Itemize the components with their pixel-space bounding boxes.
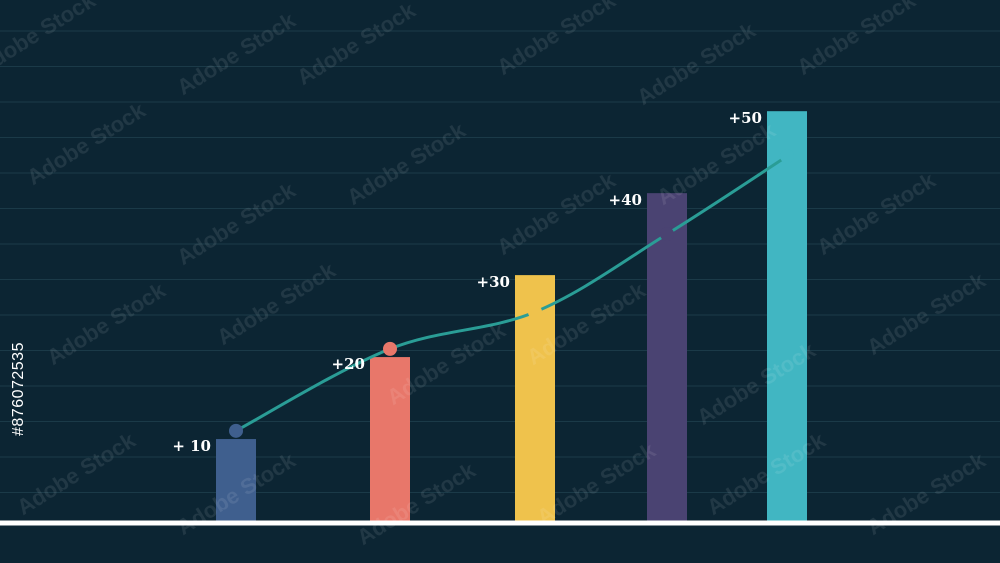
trend-point-4 <box>660 227 674 242</box>
data-label-1: + 10 <box>172 437 211 455</box>
gridlines <box>0 30 1000 493</box>
watermark-text: Adobe Stock <box>652 117 780 210</box>
watermark-text: Adobe Stock <box>22 97 150 190</box>
trend-line <box>229 149 794 438</box>
trend-point-1 <box>229 423 243 438</box>
bar-2 <box>370 357 410 521</box>
watermark-text: Adobe Stock <box>862 447 990 540</box>
watermark-text: Adobe Stock <box>492 167 620 260</box>
data-labels: + 10 +20 +30 +40 +50 <box>172 109 762 455</box>
watermark-text: Adobe Stock <box>492 0 620 80</box>
trend-point-5 <box>780 149 794 164</box>
stock-id-label: #876072535 <box>10 342 27 436</box>
watermark-text: Adobe Stock <box>862 267 990 360</box>
bar-1 <box>216 439 256 521</box>
watermark-text: Adobe Stock <box>212 257 340 350</box>
watermark-text: Adobe Stock <box>172 177 300 270</box>
data-label-2: +20 <box>332 355 365 373</box>
watermark-text: Adobe Stock <box>342 117 470 210</box>
data-label-5: +50 <box>729 109 762 127</box>
watermark-text: Adobe Stock <box>0 0 100 80</box>
watermark-text: Adobe Stock <box>12 427 140 520</box>
trend-point-3 <box>528 305 542 319</box>
watermark-text: Adobe Stock <box>42 277 170 370</box>
bar-4 <box>647 193 687 521</box>
data-label-4: +40 <box>609 191 642 209</box>
trend-point-2 <box>383 341 397 356</box>
watermark-text: Adobe Stock <box>702 427 830 520</box>
watermark-text: Adobe Stock <box>792 0 920 80</box>
trend-path <box>235 155 788 433</box>
bar-5 <box>767 111 807 521</box>
watermark-text: Adobe Stock <box>812 167 940 260</box>
watermark-text: Adobe Stock <box>172 7 300 100</box>
data-label-3: +30 <box>477 273 510 291</box>
watermark-text: Adobe Stock <box>292 0 420 90</box>
